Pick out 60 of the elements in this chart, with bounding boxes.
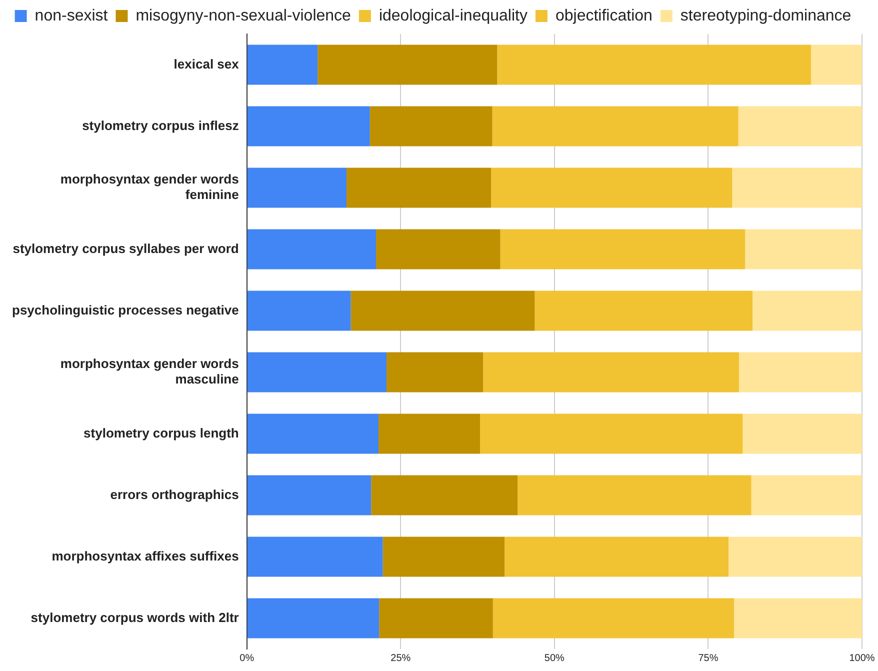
bar	[492, 106, 738, 146]
bar	[386, 352, 484, 392]
y-tick-label: lexical sex	[174, 56, 240, 72]
bar	[376, 229, 500, 270]
bar	[247, 475, 372, 516]
bar	[350, 290, 535, 331]
bar	[247, 414, 378, 454]
bar	[247, 44, 318, 85]
bar	[810, 44, 862, 85]
y-tick-label: stylometry corpus length	[84, 425, 239, 440]
bar	[247, 352, 386, 392]
bar	[732, 168, 862, 208]
bar	[491, 168, 732, 208]
y-tick-label: psycholinguistic processes negative	[12, 302, 239, 318]
y-tick-label: morphosyntax gender words feminine	[60, 172, 239, 202]
bar	[742, 414, 862, 454]
bar	[378, 414, 480, 454]
x-tick-label: 0%	[240, 652, 254, 664]
bar	[492, 598, 734, 638]
bar	[247, 290, 351, 331]
bar	[480, 414, 743, 454]
y-tick-label: morphosyntax gender words masculine	[60, 356, 239, 387]
bar	[247, 168, 347, 208]
bar	[500, 229, 746, 270]
y-tick-label: errors orthographics	[110, 486, 239, 502]
bar	[370, 106, 492, 146]
bar	[483, 352, 739, 392]
x-tick-label: 50%	[544, 652, 565, 664]
y-tick-label: stylometry corpus words with 2ltr	[30, 610, 239, 625]
legend-label: objectification	[555, 7, 652, 24]
bar	[247, 598, 380, 638]
y-tick-label: stylometry corpus syllabes per word	[12, 240, 239, 256]
bar	[346, 168, 492, 208]
bar	[534, 290, 753, 331]
x-tick-label: 100%	[849, 652, 875, 664]
bar	[318, 44, 498, 85]
y-tick-label: stylometry corpus inflesz	[82, 118, 240, 133]
bar	[734, 598, 862, 638]
bar	[497, 44, 811, 85]
legend-label: ideological-inequality	[378, 7, 528, 24]
bar	[247, 229, 376, 270]
legend-label: stereotyping-dominance	[680, 7, 852, 24]
bar	[728, 536, 862, 577]
y-tick-label: morphosyntax affixes suffixes	[52, 548, 239, 564]
x-tick-label: 25%	[390, 652, 411, 664]
bar	[751, 475, 862, 516]
bar	[738, 352, 862, 392]
bar	[371, 475, 518, 516]
bar	[518, 475, 752, 516]
bar	[247, 106, 370, 146]
bar	[382, 536, 505, 577]
bar	[745, 229, 862, 270]
bar	[379, 598, 493, 638]
bar	[504, 536, 729, 577]
legend-label: non-sexist	[34, 7, 108, 24]
bar	[738, 106, 862, 146]
bar	[752, 290, 862, 331]
legend-label: misogyny-non-sexual-violence	[136, 7, 352, 24]
x-tick-label: 75%	[698, 652, 718, 664]
bar	[247, 536, 383, 577]
